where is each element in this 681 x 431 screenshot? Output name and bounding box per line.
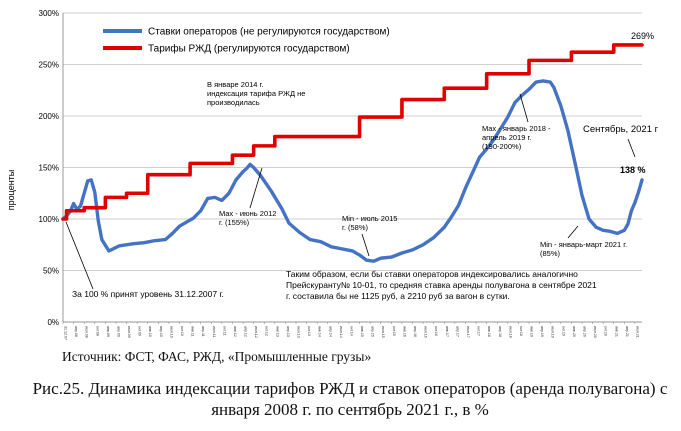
x-tick-label: окт.14 <box>349 326 353 336</box>
x-tick-label: июл.20 <box>593 326 597 338</box>
x-tick-label: апр.21 <box>625 326 629 337</box>
x-tick-label: июл.08 <box>85 326 89 338</box>
x-tick-label: окт.15 <box>392 326 396 336</box>
y-tick-label: 150% <box>39 164 59 173</box>
x-tick-label: окт.13 <box>307 326 311 336</box>
x-tick-label: янв.11 <box>191 326 195 337</box>
x-tick-label: апр.20 <box>582 326 586 337</box>
annotations: 269% 138 % Сентябрь, 2021 г За 100 % при… <box>65 31 659 301</box>
legend-label: Ставки операторов (не регулируются госуд… <box>148 27 390 38</box>
leader-base <box>65 221 94 290</box>
x-tick-label: апр.12 <box>244 326 248 337</box>
x-tick-label: июл.18 <box>508 326 512 338</box>
annotation-sept-2021: Сентябрь, 2021 г <box>583 124 659 135</box>
x-tick-label: апр.08 <box>74 326 78 337</box>
x-tick-label: окт.08 <box>95 326 99 336</box>
series-layer <box>61 43 644 263</box>
x-tick-label: янв.17 <box>445 326 449 337</box>
x-tick-label: июл.19 <box>551 326 555 338</box>
x-tick-label: апр.09 <box>116 326 120 337</box>
annotation-max-2012: Max - июнь 2012 г. (155%) <box>219 209 276 227</box>
x-tick-label: июл.12 <box>254 326 258 338</box>
y-tick-label: 200% <box>39 112 59 121</box>
figure-caption: Рис.25. Динамика индексации тарифов РЖД … <box>32 379 668 419</box>
x-tick-label: июл.09 <box>127 326 131 338</box>
x-tick-label: янв.16 <box>402 326 406 337</box>
x-tick-label: апр.19 <box>540 326 544 337</box>
series-line-rzd <box>61 43 644 221</box>
leader-max-2012 <box>249 167 263 209</box>
chart: 0% 50% 100% 150% 200% 250% 300% 31.12.07 апр.08… <box>6 9 659 340</box>
leader-sept-2021 <box>627 138 636 158</box>
x-tick-label: апр.15 <box>371 326 375 337</box>
leader-min-2020 <box>567 225 579 239</box>
annotation-max-2018: Max - январь 2018 -апрель 2019 г. (190-20… <box>482 124 551 151</box>
series-line-operators <box>61 79 644 263</box>
x-tick-label: июл.21 <box>635 326 639 338</box>
x-tick-label: окт.10 <box>180 326 184 336</box>
legend: Ставки операторов (не регулируются госуд… <box>103 27 390 55</box>
x-tick-label: окт.09 <box>138 326 142 336</box>
x-tick-label: апр.13 <box>286 326 290 337</box>
x-tick-label: июл.17 <box>466 326 470 338</box>
x-tick-label: янв.15 <box>360 326 364 337</box>
y-tick-label: 300% <box>39 9 59 18</box>
x-tick-label: 31.12.07 <box>64 326 68 340</box>
x-tick-label: окт.19 <box>561 326 565 336</box>
legend-label: Тарифы РЖД (регулируются государством) <box>148 43 350 55</box>
y-tick-label: 50% <box>43 267 59 276</box>
x-tick-label: янв.09 <box>106 326 110 337</box>
x-tick-label: июл.11 <box>212 326 216 337</box>
annotation-final-rzd: 269% <box>631 31 654 41</box>
leader-max-2018 <box>519 93 529 123</box>
x-tick-label: янв.10 <box>148 326 152 337</box>
annotation-summary: Таким образом, если бы ставки операторов… <box>286 269 597 301</box>
x-tick-label: июл.15 <box>381 326 385 338</box>
x-tick-label: апр.11 <box>201 326 205 337</box>
x-tick-label: апр.17 <box>455 326 459 337</box>
y-axis-ticks: 0% 50% 100% 150% 200% 250% 300% <box>39 9 59 327</box>
x-axis-ticks: 31.12.07 апр.08 июл.08 окт.08 янв.09 апр.09 ию… <box>62 322 639 340</box>
x-tick-label: июл.16 <box>424 326 428 338</box>
leader-min-2015 <box>361 233 370 257</box>
x-tick-label: янв.14 <box>318 326 322 337</box>
x-tick-label: июл.13 <box>297 326 301 338</box>
x-tick-label: окт.11 <box>222 326 226 336</box>
x-tick-label: апр.14 <box>328 326 332 337</box>
annotation-base: За 100 % принят уровень 31.12.2007 г. <box>72 289 224 299</box>
y-tick-label: 0% <box>47 318 59 327</box>
x-tick-label: янв.13 <box>275 326 279 337</box>
annotation-rzd-2014: В январе 2014 г. индексация тарифа РЖД не… <box>207 80 305 107</box>
y-axis-label: проценты <box>6 170 16 211</box>
x-tick-label: окт.18 <box>519 326 523 336</box>
annotation-final-operators: 138 % <box>620 165 646 175</box>
x-tick-label: окт.16 <box>434 326 438 336</box>
x-tick-label: янв.21 <box>614 326 618 337</box>
annotation-min-2015: Min - июль 2015 г. (58%) <box>342 214 397 232</box>
x-tick-label: окт.12 <box>265 326 269 336</box>
x-tick-label: апр.16 <box>413 326 417 337</box>
annotation-min-2020: Min - январь-март 2021 г. (85%) <box>540 240 627 258</box>
x-tick-label: окт.20 <box>604 326 608 336</box>
x-tick-label: июл.10 <box>169 326 173 338</box>
x-tick-label: янв.19 <box>530 326 534 337</box>
y-tick-label: 250% <box>39 61 59 70</box>
source-note: Источник: ФСТ, ФАС, РЖД, «Промышленные г… <box>62 349 372 364</box>
x-tick-label: янв.20 <box>572 326 576 337</box>
x-tick-label: окт.17 <box>477 326 481 336</box>
x-tick-label: апр.10 <box>159 326 163 337</box>
x-tick-label: янв.18 <box>487 326 491 337</box>
x-tick-label: янв.12 <box>233 326 237 337</box>
y-tick-label: 100% <box>39 215 59 224</box>
x-tick-label: июл.14 <box>339 326 343 338</box>
grid <box>62 12 642 323</box>
x-tick-label: апр.18 <box>498 326 502 337</box>
